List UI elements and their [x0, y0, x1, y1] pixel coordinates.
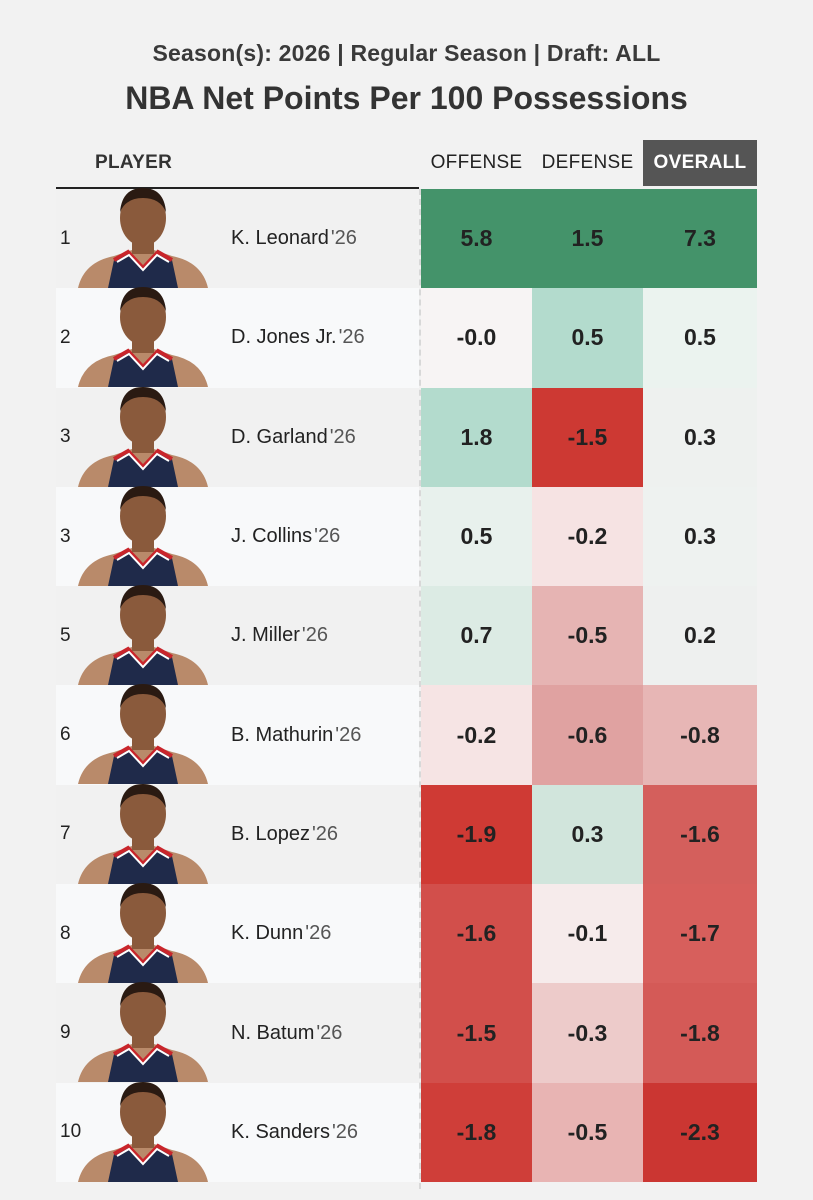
player-headshot-icon: [78, 684, 208, 785]
player-table: 1 K. Leonard '26 5.8 1.5 7.3 2: [56, 188, 757, 1182]
rank-label: 5: [60, 624, 71, 646]
player-headshot-icon: [78, 386, 208, 487]
column-header-defense[interactable]: DEFENSE: [541, 152, 634, 173]
column-separator: [419, 189, 421, 1189]
table-row[interactable]: 8 K. Dunn '26 -1.6 -0.1 -1.7: [56, 883, 757, 984]
table-row[interactable]: 10 K. Sanders '26 -1.8 -0.5 -2.3: [56, 1081, 757, 1182]
player-headshot-icon: [78, 1081, 208, 1182]
player-headshot-icon: [78, 485, 208, 586]
player-cell: 3 D. Garland '26: [56, 386, 419, 487]
rank-label: 10: [60, 1121, 82, 1143]
table-row[interactable]: 5 J. Miller '26 0.7 -0.5 0.2: [56, 585, 757, 686]
player-headshot-icon: [78, 783, 208, 884]
player-cell: 7 B. Lopez '26: [56, 783, 419, 885]
defense-value: -0.2: [532, 486, 643, 587]
player-cell: 2 D. Jones Jr. '26: [56, 287, 419, 388]
avatar: [70, 678, 216, 785]
avatar: [70, 381, 216, 487]
defense-value: -0.3: [532, 983, 643, 1083]
defense-value: 0.5: [532, 288, 643, 388]
avatar: [70, 281, 216, 388]
player-cell: 9 N. Batum '26: [56, 982, 419, 1083]
player-cell: 8 K. Dunn '26: [56, 883, 419, 984]
defense-value: -0.5: [532, 1082, 643, 1182]
player-headshot-icon: [78, 188, 208, 288]
offense-value: -1.5: [421, 983, 532, 1083]
offense-value: -1.6: [421, 884, 532, 984]
rank-label: 1: [60, 227, 71, 249]
column-header-offense[interactable]: OFFENSE: [430, 152, 523, 173]
overall-value: 0.3: [643, 486, 757, 587]
rank-label: 9: [60, 1022, 71, 1044]
player-headshot-icon: [78, 982, 208, 1083]
defense-value: -1.5: [532, 387, 643, 487]
avatar: [70, 182, 216, 288]
avatar: [70, 1076, 216, 1182]
defense-value: -0.5: [532, 586, 643, 686]
overall-value: -0.8: [643, 685, 757, 785]
player-cell: 10 K. Sanders '26: [56, 1081, 419, 1182]
player-name[interactable]: K. Dunn '26: [231, 922, 332, 945]
rank-label: 3: [60, 525, 71, 547]
player-headshot-icon: [78, 585, 208, 686]
overall-value: 7.3: [643, 189, 757, 289]
defense-value: 1.5: [532, 189, 643, 289]
table-row[interactable]: 3 D. Garland '26 1.8 -1.5 0.3: [56, 386, 757, 487]
player-cell: 3 J. Collins '26: [56, 485, 419, 587]
overall-value: 0.2: [643, 586, 757, 686]
defense-value: -0.1: [532, 884, 643, 984]
player-name[interactable]: B. Lopez '26: [231, 822, 339, 845]
table-row[interactable]: 9 N. Batum '26 -1.5 -0.3 -1.8: [56, 982, 757, 1083]
player-name[interactable]: B. Mathurin '26: [231, 723, 362, 746]
player-cell: 5 J. Miller '26: [56, 585, 419, 686]
avatar: [70, 778, 216, 884]
overall-value: -1.6: [643, 784, 757, 885]
player-name[interactable]: D. Jones Jr. '26: [231, 326, 365, 349]
player-name[interactable]: K. Leonard '26: [231, 227, 357, 250]
offense-value: -0.0: [421, 288, 532, 388]
defense-value: 0.3: [532, 784, 643, 885]
header-divider: [56, 187, 419, 189]
page-title: NBA Net Points Per 100 Possessions: [125, 80, 688, 116]
overall-value: -2.3: [643, 1082, 757, 1182]
offense-value: -1.8: [421, 1082, 532, 1182]
offense-value: 0.7: [421, 586, 532, 686]
player-name[interactable]: J. Miller '26: [231, 624, 328, 647]
column-header-player[interactable]: PLAYER: [95, 152, 173, 173]
rank-label: 2: [60, 326, 71, 348]
player-headshot-icon: [78, 883, 208, 984]
offense-value: -1.9: [421, 784, 532, 885]
column-header-overall[interactable]: OVERALL: [643, 140, 757, 186]
offense-value: 0.5: [421, 486, 532, 587]
avatar: [70, 480, 216, 586]
rank-label: 8: [60, 922, 71, 944]
player-headshot-icon: [78, 287, 208, 388]
overall-value: 0.5: [643, 288, 757, 388]
report-subtitle: Season(s): 2026 | Regular Season | Draft…: [152, 40, 661, 66]
player-name[interactable]: K. Sanders '26: [231, 1120, 359, 1143]
overall-value: -1.7: [643, 884, 757, 984]
avatar: [70, 877, 216, 984]
player-name[interactable]: N. Batum '26: [231, 1021, 343, 1044]
overall-value: 0.3: [643, 387, 757, 487]
offense-value: -0.2: [421, 685, 532, 785]
table-row[interactable]: 3 J. Collins '26 0.5 -0.2 0.3: [56, 485, 757, 587]
table-row[interactable]: 6 B. Mathurin '26 -0.2 -0.6 -0.8: [56, 684, 757, 785]
player-cell: 1 K. Leonard '26: [56, 188, 419, 289]
rank-label: 7: [60, 823, 71, 845]
offense-value: 1.8: [421, 387, 532, 487]
table-row[interactable]: 1 K. Leonard '26 5.8 1.5 7.3: [56, 188, 757, 289]
player-cell: 6 B. Mathurin '26: [56, 684, 419, 785]
player-name[interactable]: D. Garland '26: [231, 425, 356, 448]
defense-value: -0.6: [532, 685, 643, 785]
player-name[interactable]: J. Collins '26: [231, 525, 341, 548]
table-row[interactable]: 7 B. Lopez '26 -1.9 0.3 -1.6: [56, 783, 757, 885]
table-row[interactable]: 2 D. Jones Jr. '26 -0.0 0.5 0.5: [56, 287, 757, 388]
overall-value: -1.8: [643, 983, 757, 1083]
avatar: [70, 976, 216, 1083]
avatar: [70, 579, 216, 686]
rank-label: 3: [60, 426, 71, 448]
rank-label: 6: [60, 724, 71, 746]
offense-value: 5.8: [421, 189, 532, 289]
